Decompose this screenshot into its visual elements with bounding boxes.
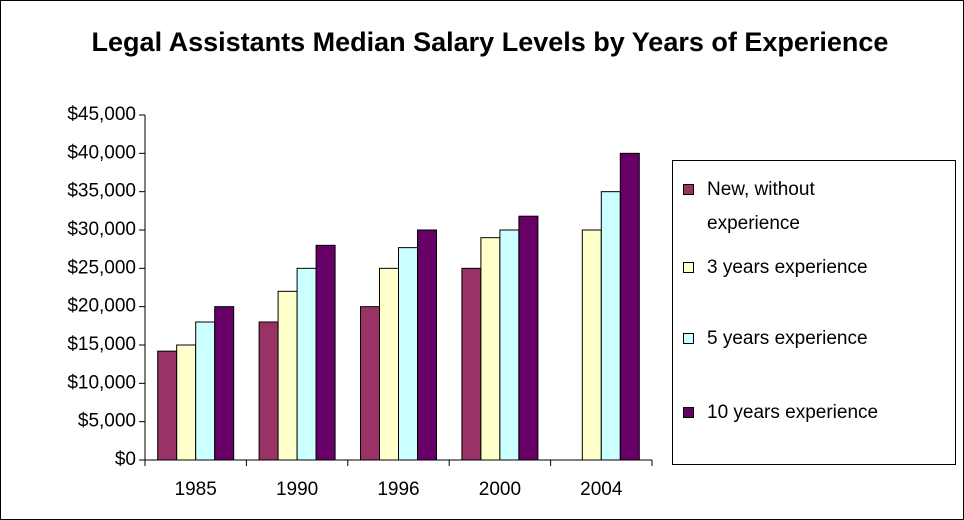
legend-label: New, without experience xyxy=(707,179,815,234)
bar xyxy=(214,306,235,461)
bar xyxy=(296,267,317,461)
bar xyxy=(417,229,437,461)
bar xyxy=(600,191,621,461)
chart-title: Legal Assistants Median Salary Levels by… xyxy=(91,27,889,57)
legend-item: New, without experience xyxy=(683,173,951,241)
bar xyxy=(315,244,336,461)
bar xyxy=(518,215,539,461)
legend-item: 5 years experience xyxy=(683,322,951,356)
y-tick-label: $15,000 xyxy=(67,334,136,355)
bar xyxy=(360,306,380,461)
y-tick-label: $40,000 xyxy=(67,142,136,163)
bar xyxy=(157,350,178,461)
y-tick-label: $5,000 xyxy=(78,411,136,432)
legend-label: 3 years experience xyxy=(707,257,868,278)
legend-swatch xyxy=(683,333,694,344)
legend-swatch xyxy=(683,262,694,273)
bar xyxy=(461,267,482,461)
legend-item: 10 years experience xyxy=(683,396,951,430)
y-tick-label: $20,000 xyxy=(67,296,136,317)
y-tick-label: $45,000 xyxy=(67,104,136,125)
y-tick-label: $25,000 xyxy=(67,257,136,278)
bar xyxy=(195,321,216,461)
bar xyxy=(480,237,501,461)
legend-item: 3 years experience xyxy=(683,251,951,285)
bar xyxy=(379,267,399,461)
bar xyxy=(398,247,418,461)
y-tick-label: $10,000 xyxy=(67,372,136,393)
bar xyxy=(277,290,298,461)
bar xyxy=(619,152,640,461)
x-tick-label: 2004 xyxy=(580,479,623,500)
bar xyxy=(176,344,197,461)
x-tick-label: 1996 xyxy=(377,479,419,500)
bar xyxy=(499,229,520,461)
x-tick-label: 1990 xyxy=(276,479,318,500)
y-tick-label: $35,000 xyxy=(67,181,136,202)
bar xyxy=(258,321,279,461)
y-tick-label: $30,000 xyxy=(67,219,136,240)
legend: New, without experience 3 years experienc… xyxy=(672,160,956,465)
legend-label: 5 years experience xyxy=(707,328,868,349)
x-tick-label: 1985 xyxy=(175,479,217,500)
y-tick-label: $0 xyxy=(115,449,136,470)
legend-label: 10 years experience xyxy=(707,402,879,423)
legend-swatch xyxy=(683,184,694,195)
x-tick-label: 2000 xyxy=(479,479,521,500)
legend-swatch xyxy=(683,407,694,418)
bar xyxy=(581,229,602,461)
